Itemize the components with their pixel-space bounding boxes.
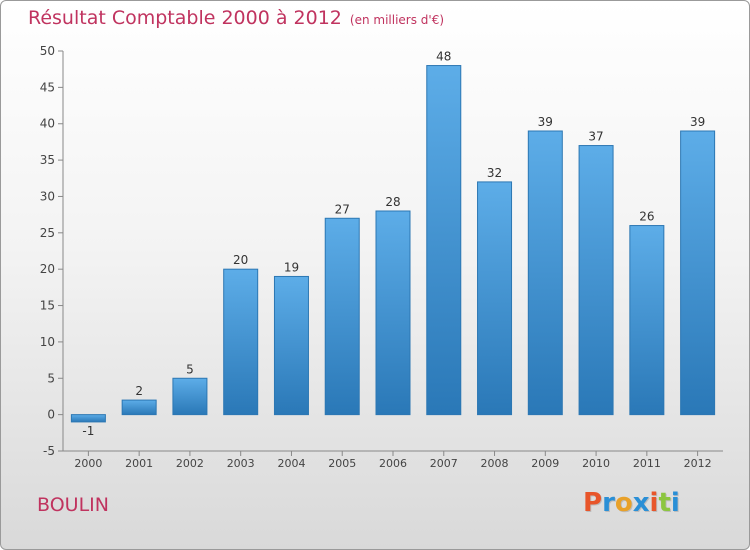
logo-letter: t <box>658 488 671 518</box>
y-tick-label: 5 <box>47 371 55 385</box>
data-label: 39 <box>690 115 705 129</box>
data-label: 26 <box>639 210 654 224</box>
y-tick-label: 20 <box>40 262 55 276</box>
x-tick-label: 2003 <box>227 457 255 470</box>
y-tick-label: 40 <box>40 117 55 131</box>
bar <box>680 130 716 416</box>
y-tick-label: 25 <box>40 226 55 240</box>
x-tick-label: 2010 <box>582 457 610 470</box>
x-tick-label: 2000 <box>74 457 102 470</box>
data-label: 48 <box>436 50 451 64</box>
y-tick-label: 30 <box>40 189 55 203</box>
proxiti-logo: Proxiti <box>583 488 680 518</box>
y-tick-label: 35 <box>40 153 55 167</box>
data-label: 32 <box>487 166 502 180</box>
bar <box>527 130 563 416</box>
y-tick-label: 45 <box>40 80 55 94</box>
y-tick-label: 0 <box>47 408 55 422</box>
data-label: 27 <box>335 202 350 216</box>
data-label: 39 <box>538 115 553 129</box>
data-label: 28 <box>385 195 400 209</box>
logo-letter: r <box>602 488 615 518</box>
bar <box>121 399 157 416</box>
bar <box>172 377 208 416</box>
bar <box>223 268 259 416</box>
bar <box>375 210 411 416</box>
bar <box>477 181 513 416</box>
commune-name: BOULIN <box>37 494 109 516</box>
logo-letter: i <box>649 488 659 518</box>
chart-title: Résultat Comptable 2000 à 2012 (en millie… <box>28 7 444 29</box>
chart-title-text: Résultat Comptable 2000 à 2012 <box>28 7 342 29</box>
logo-letter: P <box>583 488 603 518</box>
data-label: 19 <box>284 260 299 274</box>
x-tick-label: 2009 <box>531 457 559 470</box>
chart-subtitle: (en milliers d'€) <box>349 13 445 27</box>
logo-letter: o <box>614 488 633 518</box>
logo-letter: i <box>670 488 680 518</box>
y-tick-label: 10 <box>40 335 55 349</box>
x-tick-label: 2007 <box>430 457 458 470</box>
data-label: 37 <box>588 130 603 144</box>
x-tick-label: 2011 <box>633 457 661 470</box>
bar <box>426 65 462 416</box>
x-tick-label: 2004 <box>277 457 305 470</box>
x-tick-label: 2005 <box>328 457 356 470</box>
chart-bars <box>70 65 716 423</box>
logo-letter: x <box>632 488 650 518</box>
bar <box>578 145 614 416</box>
y-tick-label: 15 <box>40 299 55 313</box>
y-tick-label: 50 <box>40 44 55 58</box>
bar <box>629 225 665 416</box>
bar <box>70 414 106 423</box>
data-label: 5 <box>186 362 194 376</box>
bar <box>273 275 309 416</box>
x-tick-label: 2001 <box>125 457 153 470</box>
data-label: 20 <box>233 253 248 267</box>
x-tick-label: 2012 <box>684 457 712 470</box>
bar <box>324 217 360 416</box>
x-tick-label: 2008 <box>481 457 509 470</box>
x-tick-label: 2006 <box>379 457 407 470</box>
data-label: 2 <box>135 384 143 398</box>
data-label: -1 <box>82 424 94 438</box>
x-tick-label: 2002 <box>176 457 204 470</box>
chart-data-labels: -1 2 5 20 19 27 28 48 32 39 37 26 39 <box>82 50 705 438</box>
y-tick-label: -5 <box>43 444 55 458</box>
